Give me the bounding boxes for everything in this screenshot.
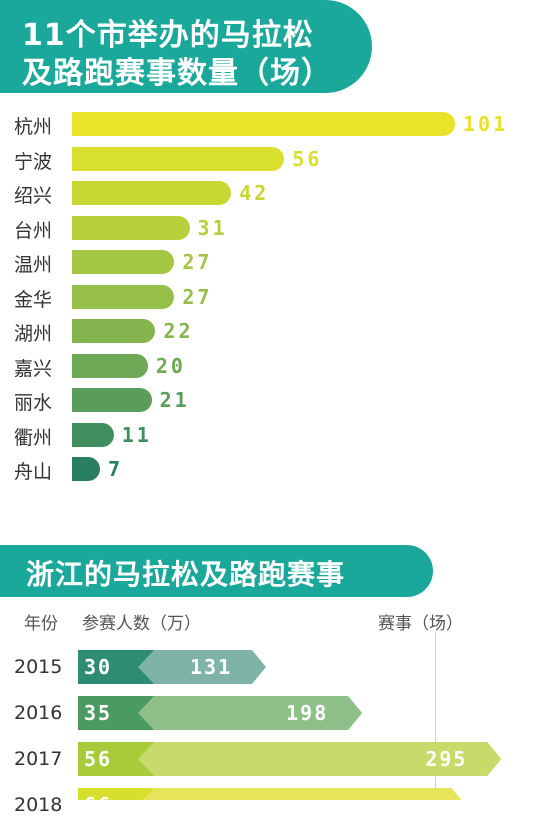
city-value-label: 20 xyxy=(155,353,186,378)
city-bar xyxy=(72,215,190,240)
participants-block xyxy=(78,650,154,684)
chart2-title: 浙江的马拉松及路跑赛事 xyxy=(26,558,346,591)
city-label: 衢州 xyxy=(14,426,53,449)
header-participants: 参赛人数（万） xyxy=(82,614,201,634)
city-label: 丽水 xyxy=(14,392,53,414)
participants-block xyxy=(78,696,154,730)
events-arrow xyxy=(138,742,502,776)
city-value-label: 27 xyxy=(182,250,213,274)
year-label: 2016 xyxy=(14,702,63,724)
city-value-label: 7 xyxy=(108,457,124,481)
events-label: 131 xyxy=(190,655,233,679)
participants-label: 56 xyxy=(84,747,113,771)
city-bar xyxy=(72,146,285,171)
city-bar xyxy=(72,388,152,412)
city-bar xyxy=(72,353,148,378)
city-label: 杭州 xyxy=(14,116,53,138)
city-bar xyxy=(72,112,455,136)
city-label: 温州 xyxy=(14,254,53,276)
events-reference-line xyxy=(435,632,436,800)
chart1-title-line1: 11个市举办的马拉松 xyxy=(22,18,314,53)
participants-label: 30 xyxy=(84,655,113,679)
city-label: 台州 xyxy=(14,219,53,242)
city-bar xyxy=(72,284,175,309)
city-bar xyxy=(72,181,232,205)
events-arrow xyxy=(138,650,266,684)
events-arrow xyxy=(138,696,363,730)
header-events: 赛事（场） xyxy=(378,614,463,634)
city-bar xyxy=(72,250,175,274)
yearly-events-svg xyxy=(78,650,502,800)
chart1-title: 11个市举办的马拉松 及路跑赛事数量（场） xyxy=(0,0,372,93)
chart1-title-line2: 及路跑赛事数量（场） xyxy=(22,56,332,91)
participants-label: 35 xyxy=(84,701,113,725)
city-label: 绍兴 xyxy=(14,185,53,207)
participants-label: 66 xyxy=(84,793,113,817)
city-value-label: 11 xyxy=(121,422,152,447)
events-arrow xyxy=(138,788,462,800)
city-label: 舟山 xyxy=(14,461,53,483)
chart2-title-banner: 浙江的马拉松及路跑赛事 xyxy=(0,545,433,597)
city-value-label: 22 xyxy=(163,319,194,343)
city-bar xyxy=(72,422,114,447)
year-label: 2018 xyxy=(14,794,63,816)
city-label: 金华 xyxy=(14,288,53,311)
header-year: 年份 xyxy=(24,614,58,634)
city-label: 嘉兴 xyxy=(14,357,53,380)
city-bar xyxy=(72,319,156,343)
city-bar xyxy=(72,457,100,481)
participants-block xyxy=(78,788,154,800)
city-label: 湖州 xyxy=(14,323,53,345)
city-value-label: 27 xyxy=(182,284,213,309)
city-value-label: 56 xyxy=(292,146,323,171)
participants-block xyxy=(78,742,154,776)
year-label: 2015 xyxy=(14,656,63,678)
year-label: 2017 xyxy=(14,748,63,770)
city-value-label: 42 xyxy=(239,181,270,205)
city-value-label: 101 xyxy=(463,112,509,136)
city-value-label: 21 xyxy=(159,388,190,412)
events-label: 295 xyxy=(425,747,468,771)
city-value-label: 31 xyxy=(197,215,228,240)
city-label: 宁波 xyxy=(14,150,53,173)
events-label: 198 xyxy=(286,701,329,725)
